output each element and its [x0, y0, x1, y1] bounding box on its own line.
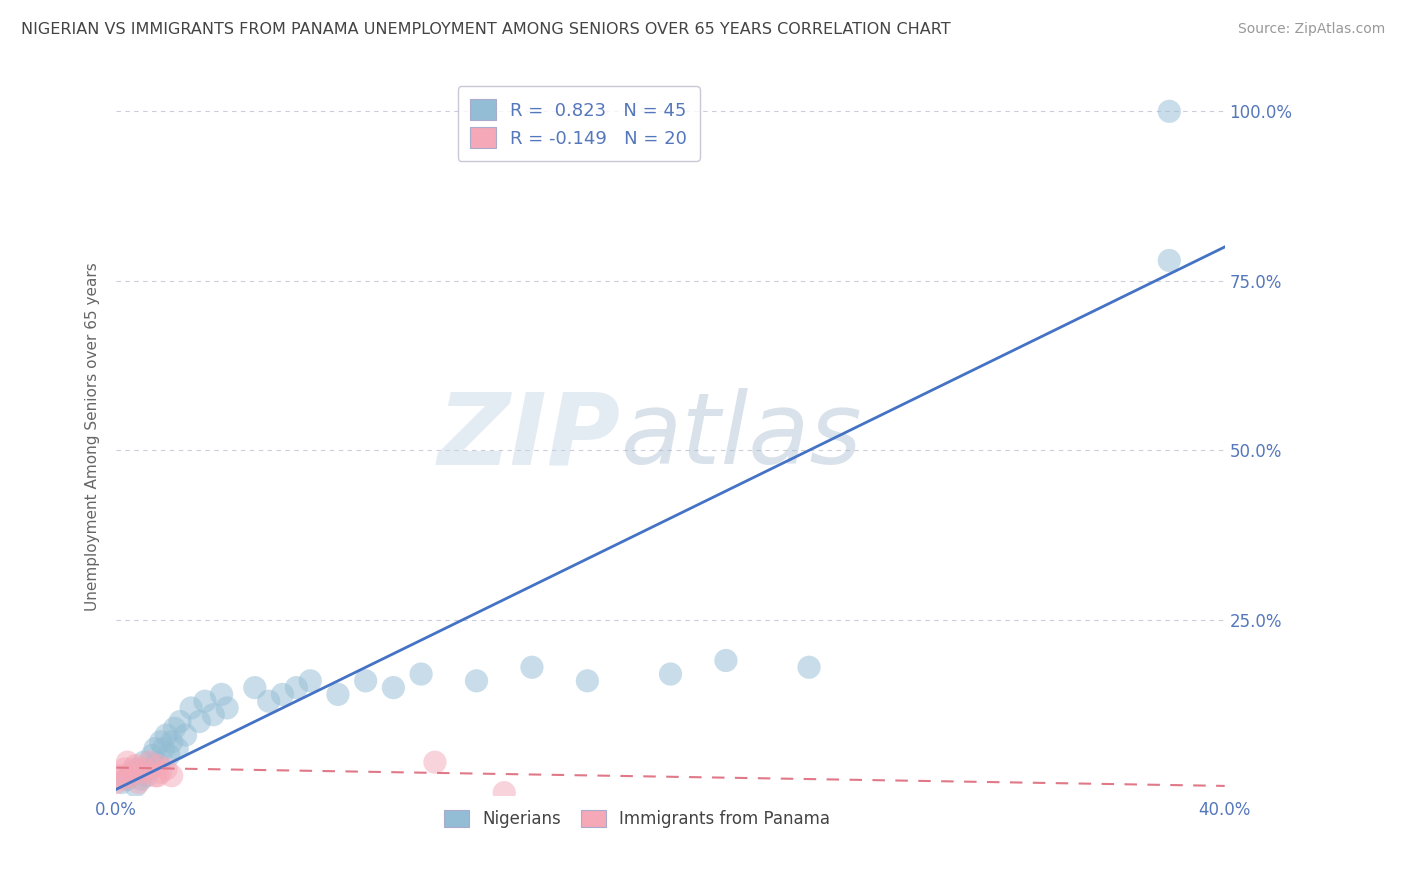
Point — [257, 694, 280, 708]
Point — [149, 765, 172, 780]
Point — [129, 772, 152, 786]
Point — [124, 758, 146, 772]
Point — [202, 707, 225, 722]
Point — [465, 673, 488, 688]
Point — [111, 772, 134, 786]
Point — [124, 779, 146, 793]
Point — [122, 765, 145, 780]
Point — [111, 775, 134, 789]
Point — [271, 687, 294, 701]
Point — [143, 769, 166, 783]
Point — [127, 762, 149, 776]
Point — [217, 701, 239, 715]
Point — [163, 721, 186, 735]
Point — [1159, 104, 1181, 119]
Point — [174, 728, 197, 742]
Point — [243, 681, 266, 695]
Point — [135, 769, 157, 783]
Point — [299, 673, 322, 688]
Point — [160, 769, 183, 783]
Point — [354, 673, 377, 688]
Point — [160, 735, 183, 749]
Point — [117, 755, 139, 769]
Point — [105, 775, 128, 789]
Point — [520, 660, 543, 674]
Point — [138, 755, 160, 769]
Text: NIGERIAN VS IMMIGRANTS FROM PANAMA UNEMPLOYMENT AMONG SENIORS OVER 65 YEARS CORR: NIGERIAN VS IMMIGRANTS FROM PANAMA UNEMP… — [21, 22, 950, 37]
Point — [494, 786, 516, 800]
Point — [152, 741, 174, 756]
Point — [157, 748, 180, 763]
Text: atlas: atlas — [620, 388, 862, 485]
Point — [120, 769, 142, 783]
Point — [108, 769, 131, 783]
Point — [659, 667, 682, 681]
Point — [143, 741, 166, 756]
Y-axis label: Unemployment Among Seniors over 65 years: Unemployment Among Seniors over 65 years — [86, 262, 100, 611]
Text: Source: ZipAtlas.com: Source: ZipAtlas.com — [1237, 22, 1385, 37]
Point — [146, 755, 169, 769]
Point — [382, 681, 405, 695]
Point — [146, 758, 169, 772]
Point — [122, 762, 145, 776]
Point — [129, 765, 152, 780]
Point — [409, 667, 432, 681]
Point — [423, 755, 446, 769]
Point — [141, 748, 163, 763]
Point — [285, 681, 308, 695]
Point — [146, 769, 169, 783]
Point — [180, 701, 202, 715]
Point — [132, 755, 155, 769]
Point — [169, 714, 191, 729]
Text: ZIP: ZIP — [437, 388, 620, 485]
Point — [576, 673, 599, 688]
Point — [326, 687, 349, 701]
Point — [120, 769, 142, 783]
Point — [166, 741, 188, 756]
Point — [127, 775, 149, 789]
Point — [714, 653, 737, 667]
Point — [155, 762, 177, 776]
Point — [138, 762, 160, 776]
Point — [114, 762, 136, 776]
Point — [132, 762, 155, 776]
Point — [797, 660, 820, 674]
Point — [149, 735, 172, 749]
Point — [194, 694, 217, 708]
Legend: Nigerians, Immigrants from Panama: Nigerians, Immigrants from Panama — [437, 803, 837, 835]
Point — [155, 728, 177, 742]
Point — [188, 714, 211, 729]
Point — [1159, 253, 1181, 268]
Point — [117, 772, 139, 786]
Point — [211, 687, 233, 701]
